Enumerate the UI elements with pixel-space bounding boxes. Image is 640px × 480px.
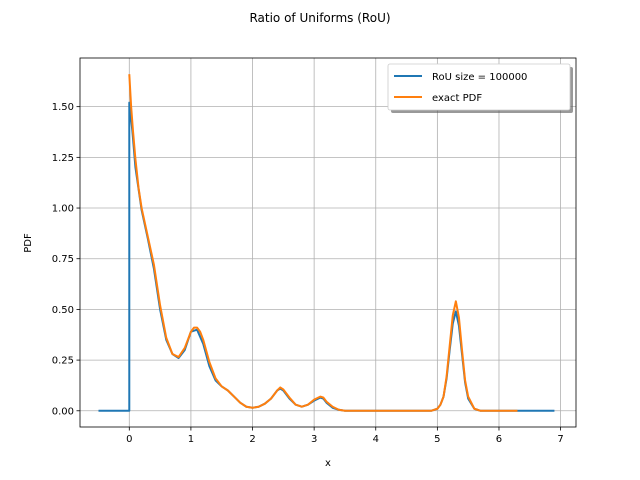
- legend-label: exact PDF: [432, 93, 482, 104]
- y-tick-label: 1.00: [52, 204, 74, 215]
- chart-title: Ratio of Uniforms (RoU): [249, 11, 390, 25]
- grid: [80, 58, 576, 427]
- x-tick-label: 4: [373, 434, 379, 445]
- x-tick-label: 2: [249, 434, 255, 445]
- x-tick-label: 7: [557, 434, 563, 445]
- x-tick-label: 3: [311, 434, 317, 445]
- y-tick-label: 0.75: [52, 254, 74, 265]
- x-ticks: 0 1 2 3 4 5 6 7: [126, 427, 564, 445]
- y-tick-label: 1.25: [52, 153, 74, 164]
- series-line-exact-pdf: [128, 74, 518, 412]
- x-axis-label: x: [325, 458, 331, 469]
- series-line-rou: [98, 101, 555, 412]
- x-tick-label: 6: [496, 434, 502, 445]
- plot-frame: [79, 57, 577, 428]
- y-tick-label: 0.25: [52, 356, 74, 367]
- y-ticks: 0.00 0.25 0.50 0.75 1.00 1.25 1.50: [52, 102, 80, 417]
- x-tick-label: 1: [188, 434, 194, 445]
- legend-box: [387, 63, 571, 111]
- y-axis-label: PDF: [23, 233, 34, 253]
- y-tick-label: 1.50: [52, 102, 74, 113]
- y-tick-label: 0.50: [52, 305, 74, 316]
- x-tick-label: 5: [434, 434, 440, 445]
- legend-label: RoU size = 100000: [432, 72, 527, 83]
- series-group: [98, 74, 555, 412]
- legend: RoU size = 100000 exact PDF: [387, 63, 573, 113]
- x-tick-label: 0: [126, 434, 132, 445]
- y-tick-label: 0.00: [52, 406, 74, 417]
